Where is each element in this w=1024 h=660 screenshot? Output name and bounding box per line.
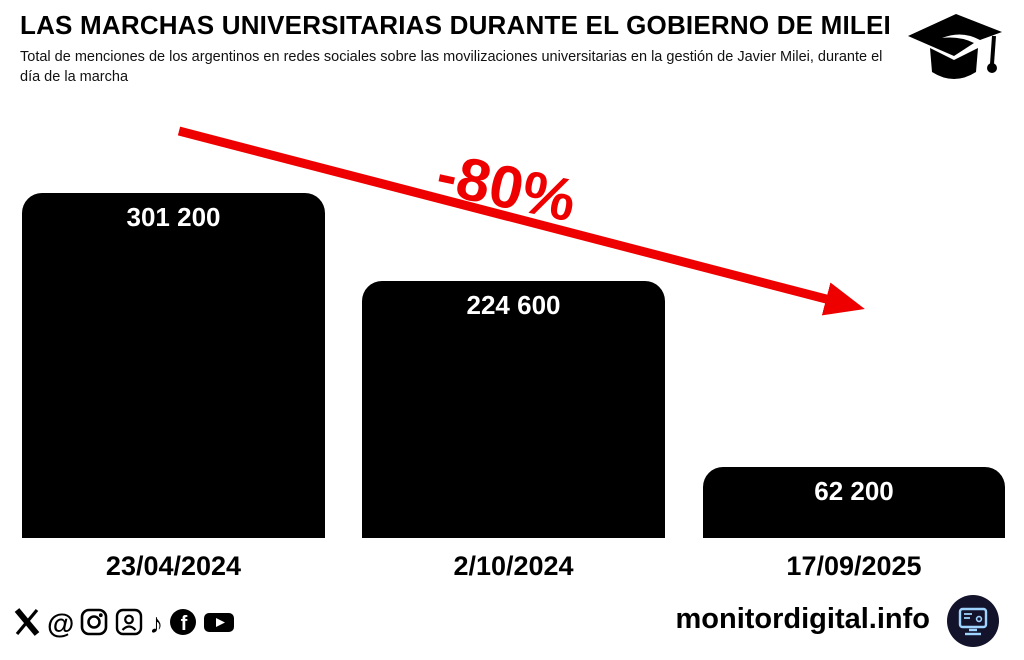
x-axis-label: 2/10/2024 [453,551,574,581]
tiktok-icon[interactable]: ♪ [149,608,164,639]
portrait-icon[interactable] [114,607,144,642]
page-title: LAS MARCHAS UNIVERSITARIAS DURANTE EL GO… [20,10,891,40]
bar: 62 200 [703,467,1005,538]
x-icon[interactable] [12,607,42,642]
bar-value-label: 301 200 [126,202,221,232]
facebook-icon[interactable]: f [168,607,198,642]
bar: 224 600 [362,281,665,538]
threads-icon[interactable]: @ [47,608,75,639]
bar-2024-04-23: 301 200 [22,193,325,538]
social-icons-row: @ ♪ f [12,604,235,644]
monitor-logo-icon [946,594,1000,648]
graduation-cap-icon [902,6,1006,102]
bar: 301 200 [22,193,325,538]
youtube-icon[interactable] [203,607,235,642]
site-name[interactable]: monitordigital.info [675,603,930,635]
x-axis-label: 23/04/2024 [105,551,242,581]
bar-2025-09-17: 62 200 [703,467,1005,538]
bar-2024-10-02: 224 600 [362,281,665,538]
svg-text:f: f [181,613,188,635]
instagram-icon[interactable] [79,607,109,642]
bar-value-label: 224 600 [466,290,561,320]
x-axis-label: 17/09/2025 [786,551,922,581]
subtitle: Total de menciones de los argentinos en … [20,49,883,85]
bar-value-label: 62 200 [814,476,894,506]
